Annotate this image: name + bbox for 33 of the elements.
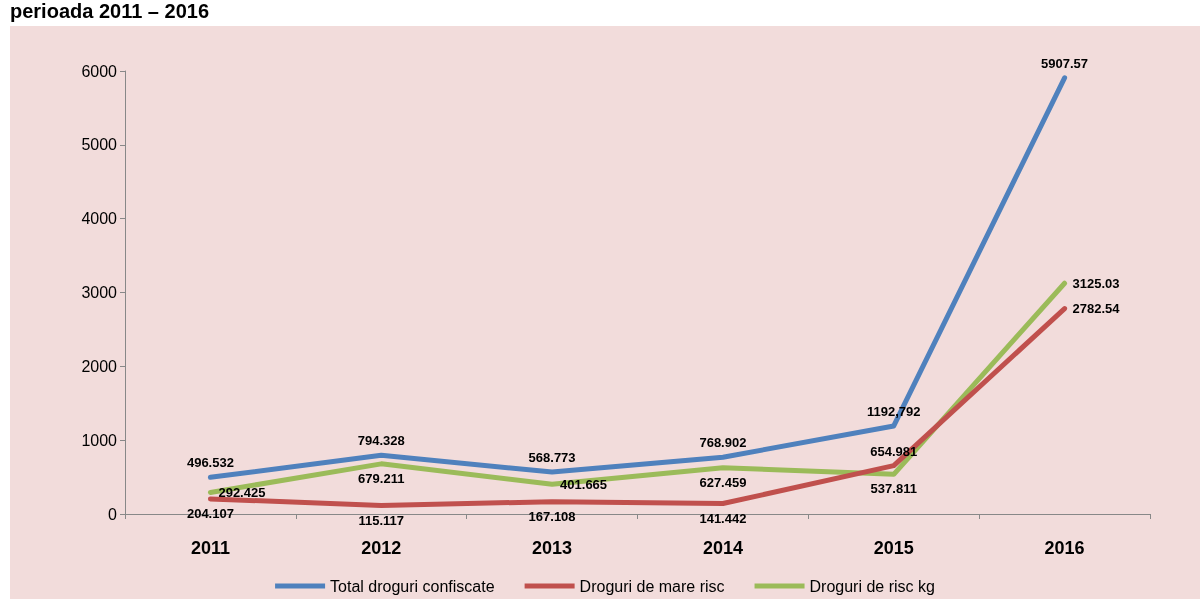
data-label: 204.107	[186, 505, 234, 521]
data-label: 2782.54	[1072, 301, 1121, 317]
legend-label: Droguri de risc kg	[809, 577, 935, 595]
chart-title: perioada 2011 – 2016	[10, 0, 210, 23]
x-tick-label: 2016	[1044, 538, 1085, 558]
data-label: 568.773	[528, 450, 576, 466]
x-tick-label: 2011	[190, 538, 230, 558]
legend-label: Droguri de mare risc	[579, 577, 725, 595]
x-tick-label: 2014	[702, 538, 743, 558]
data-label: 627.459	[699, 474, 747, 490]
y-tick-label: 4000	[81, 210, 118, 228]
data-label: 115.117	[358, 512, 405, 528]
data-label: 679.211	[358, 470, 405, 486]
data-label: 292.425	[218, 484, 266, 500]
y-tick-label: 2000	[81, 357, 118, 375]
x-tick-label: 2013	[532, 538, 573, 558]
y-tick-label: 5000	[81, 136, 118, 154]
data-label: 141.442	[699, 510, 747, 526]
data-label: 496.532	[186, 455, 234, 471]
data-label: 5907.57	[1041, 55, 1089, 71]
x-tick-label: 2012	[361, 538, 402, 558]
y-tick-label: 1000	[81, 431, 118, 449]
y-tick-label: 0	[108, 505, 118, 523]
data-label: 768.902	[699, 435, 747, 451]
y-tick-label: 6000	[81, 62, 118, 80]
y-tick-label: 3000	[81, 284, 118, 301]
data-label: 3125.03	[1072, 275, 1120, 291]
x-tick-label: 2015	[873, 538, 914, 558]
data-label: 794.328	[357, 433, 405, 449]
data-label: 401.665	[560, 476, 608, 492]
data-label: 537.811	[870, 481, 917, 497]
legend-label: Total droguri confiscate	[330, 577, 495, 595]
data-label: 167.108	[528, 508, 576, 524]
